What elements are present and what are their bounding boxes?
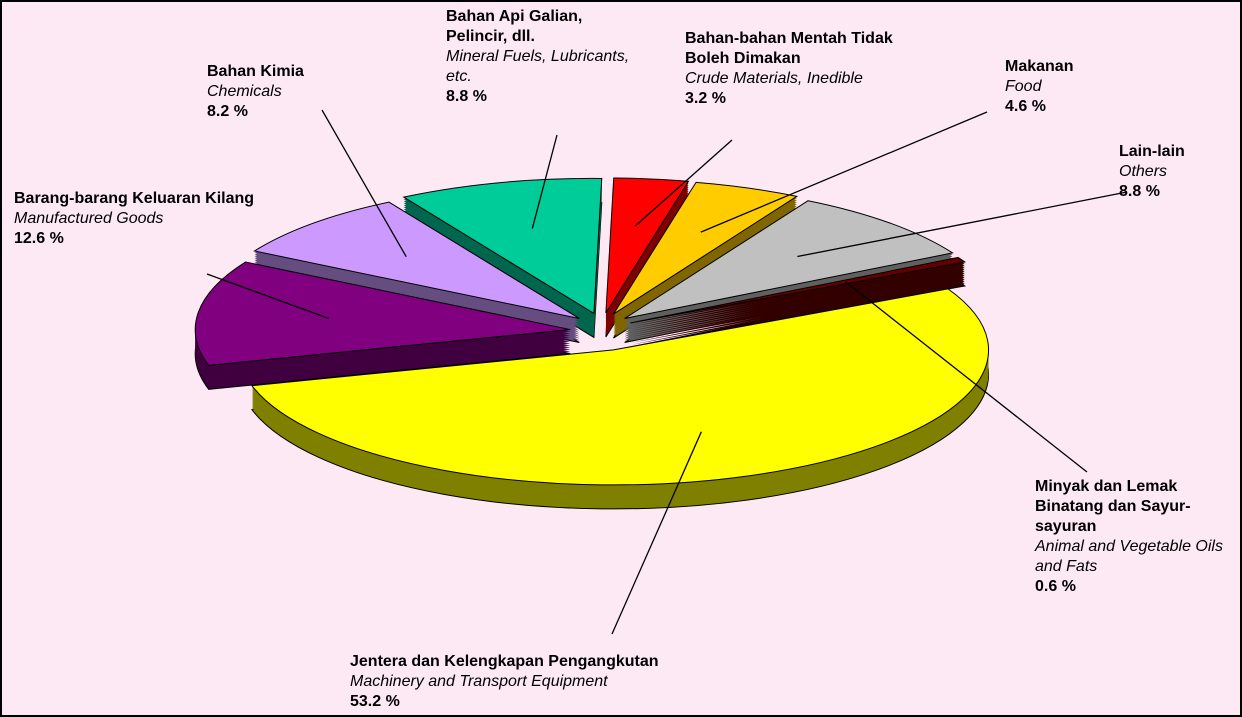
label-text: Lain-lain xyxy=(1119,143,1185,160)
slice-label: Minyak dan Lemak Binatang dan Sayur-sayu… xyxy=(1035,477,1240,597)
label-text: Food xyxy=(1005,78,1042,95)
slice-label: Bahan-bahan Mentah Tidak Boleh Dimakan Cr… xyxy=(685,29,925,109)
leader-line xyxy=(321,109,407,258)
slice xyxy=(253,201,580,343)
slice-top xyxy=(402,177,603,315)
slice xyxy=(630,256,967,348)
label-text: 3.2 % xyxy=(685,90,726,107)
slice-top xyxy=(624,200,954,319)
slice-top xyxy=(613,181,799,315)
label-text: 12.6 % xyxy=(14,230,64,247)
label-text: Manufactured Goods xyxy=(14,210,164,227)
label-text: Chemicals xyxy=(207,83,282,100)
slice-top xyxy=(194,261,571,366)
slice-top xyxy=(630,256,967,324)
label-text: Bahan Api Galian, Pelincir, dll. xyxy=(446,8,583,45)
leader-line xyxy=(700,111,988,233)
label-text: Bahan-bahan Mentah Tidak Boleh Dimakan xyxy=(685,30,893,67)
label-text: 0.6 % xyxy=(1035,578,1076,595)
slice-label: Bahan Kimia Chemicals 8.2 % xyxy=(207,62,407,122)
label-text: Animal and Vegetable Oils and Fats xyxy=(1035,538,1223,575)
slice-top xyxy=(250,288,990,486)
label-text: Others xyxy=(1119,163,1168,180)
leader-line xyxy=(206,273,329,319)
label-text: Bahan Kimia xyxy=(207,63,304,80)
slice-label: Jentera dan Kelengkapan Pengangkutan Mach… xyxy=(350,652,680,712)
label-text: Crude Materials, Inedible xyxy=(685,70,863,87)
label-text: Jentera dan Kelengkapan Pengangkutan xyxy=(350,653,659,670)
slice xyxy=(194,261,571,390)
label-text: Mineral Fuels, Lubricants, etc. xyxy=(446,48,630,85)
label-text: 4.6 % xyxy=(1005,98,1046,115)
slice-top xyxy=(253,201,580,319)
slice-top xyxy=(605,177,690,314)
leader-line xyxy=(797,191,1128,258)
label-text: Barang-barang Keluaran Kilang xyxy=(14,190,255,207)
slice-label: Makanan Food 4.6 % xyxy=(1005,57,1130,117)
label-text: Makanan xyxy=(1005,58,1074,75)
label-text: 8.8 % xyxy=(1119,183,1160,200)
label-text: Minyak dan Lemak Binatang dan Sayur-sayu… xyxy=(1035,478,1191,535)
label-text: 8.2 % xyxy=(207,103,248,120)
leader-line xyxy=(531,134,558,229)
slice xyxy=(250,288,990,510)
leader-line xyxy=(611,431,702,635)
label-text: 53.2 % xyxy=(350,693,400,710)
leader-line xyxy=(845,281,1088,473)
leader-line xyxy=(634,139,733,227)
slice-label: Barang-barang Keluaran Kilang Manufacture… xyxy=(14,189,264,249)
slice-label: Lain-lain Others 8.8 % xyxy=(1119,142,1234,202)
label-text: 8.8 % xyxy=(446,88,487,105)
slice-label: Bahan Api Galian, Pelincir, dll. Mineral … xyxy=(446,7,631,107)
label-text: Machinery and Transport Equipment xyxy=(350,673,608,690)
